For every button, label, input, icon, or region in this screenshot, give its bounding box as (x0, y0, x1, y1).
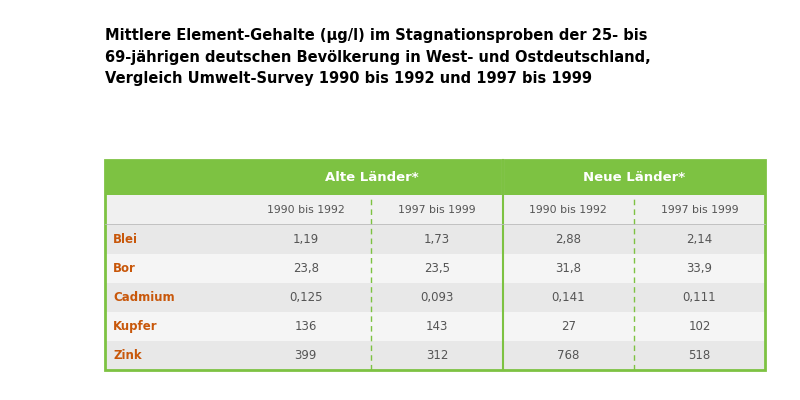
Text: Cadmium: Cadmium (113, 291, 174, 304)
Text: 1997 bis 1999: 1997 bis 1999 (398, 205, 476, 215)
Text: Bor: Bor (113, 262, 136, 275)
Bar (105, 283, 765, 312)
Bar (502, 160, 765, 195)
Text: Neue Länder*: Neue Länder* (582, 171, 685, 184)
Text: 2,88: 2,88 (555, 232, 582, 246)
Text: 1990 bis 1992: 1990 bis 1992 (267, 205, 345, 215)
Text: 33,9: 33,9 (686, 262, 713, 275)
Text: 518: 518 (688, 349, 710, 362)
Bar (502, 195, 634, 224)
Text: 768: 768 (557, 349, 579, 362)
Text: Alte Länder*: Alte Länder* (325, 171, 418, 184)
Text: 399: 399 (294, 349, 317, 362)
Bar (105, 195, 240, 224)
Text: 27: 27 (561, 320, 576, 333)
Text: Mittlere Element-Gehalte (μg/l) im Stagnationsproben der 25- bis
69-jährigen deu: Mittlere Element-Gehalte (μg/l) im Stagn… (105, 28, 650, 86)
Text: 2,14: 2,14 (686, 232, 713, 246)
Text: 1997 bis 1999: 1997 bis 1999 (661, 205, 738, 215)
Text: 312: 312 (426, 349, 448, 362)
Text: 1,19: 1,19 (293, 232, 319, 246)
Bar (240, 195, 371, 224)
Text: 1,73: 1,73 (424, 232, 450, 246)
Bar (105, 160, 765, 370)
Text: 143: 143 (426, 320, 448, 333)
Bar (105, 160, 240, 195)
Bar (105, 254, 765, 283)
Bar (634, 195, 765, 224)
Text: 0,125: 0,125 (289, 291, 322, 304)
Text: Zink: Zink (113, 349, 142, 362)
Text: 102: 102 (688, 320, 710, 333)
Bar (105, 312, 765, 341)
Text: 1990 bis 1992: 1990 bis 1992 (530, 205, 607, 215)
Text: 23,8: 23,8 (293, 262, 319, 275)
Text: 31,8: 31,8 (555, 262, 582, 275)
Text: Kupfer: Kupfer (113, 320, 158, 333)
Bar (240, 160, 502, 195)
Bar (371, 195, 502, 224)
Text: 0,111: 0,111 (682, 291, 716, 304)
Bar (105, 224, 765, 254)
Text: 0,093: 0,093 (420, 291, 454, 304)
Text: Blei: Blei (113, 232, 138, 246)
Text: 0,141: 0,141 (551, 291, 585, 304)
Bar (105, 341, 765, 370)
Text: 23,5: 23,5 (424, 262, 450, 275)
Text: 136: 136 (294, 320, 317, 333)
